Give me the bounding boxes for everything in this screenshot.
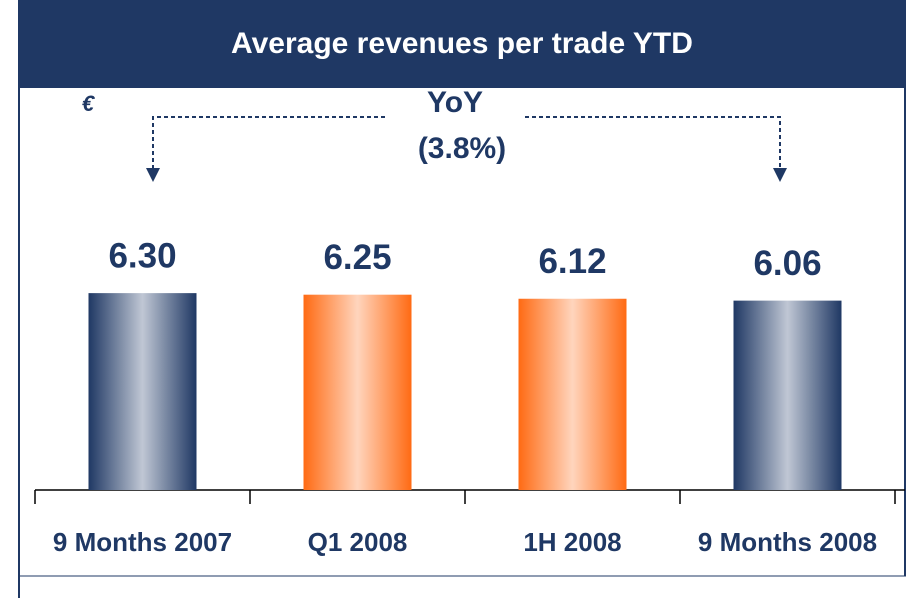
value-label: 6.25 [323,238,391,277]
unit: € [82,91,96,116]
value-label: 6.30 [108,236,176,275]
annotation: (3.8%) [418,132,506,165]
x-tick-label: 1H 2008 [523,527,622,557]
bar [88,293,197,490]
arrow-line [525,116,781,168]
header [18,0,906,88]
yoy-arrows [152,116,781,168]
bar [518,298,627,490]
value-label: 6.06 [753,244,821,283]
chart-title: Average revenues per trade YTD [231,27,693,60]
arrow-head [146,168,160,182]
value-label: 6.12 [538,242,606,281]
arrow-line [152,116,385,168]
x-tick-label: Q1 2008 [307,527,408,557]
bar [733,300,842,490]
arrow-head [773,168,787,182]
bar [303,294,412,490]
x-tick-label: 9 Months 2007 [52,527,233,557]
x-tick-label: 9 Months 2008 [697,527,878,557]
annotation: YoY [427,86,483,119]
